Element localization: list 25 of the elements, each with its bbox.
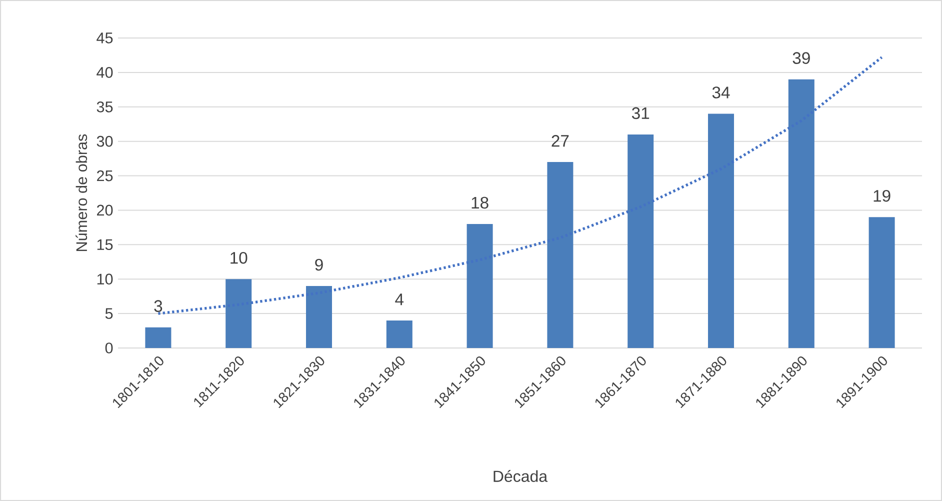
- data-label: 31: [632, 107, 650, 120]
- y-tick-label: 35: [96, 101, 113, 112]
- data-label: 4: [395, 294, 404, 306]
- data-label: 19: [874, 190, 890, 202]
- y-axis-title: Número de obras: [76, 134, 88, 251]
- y-tick-label: 0: [105, 342, 113, 354]
- data-label: 3: [154, 300, 162, 312]
- x-axis-title: Década: [494, 470, 548, 482]
- y-tick-label: 30: [96, 136, 113, 147]
- data-label: 10: [230, 252, 248, 264]
- data-label: 9: [315, 258, 323, 271]
- bar: [868, 217, 895, 348]
- y-tick-label: 25: [97, 170, 113, 182]
- y-tick-label: 5: [105, 308, 113, 319]
- y-tick-label: 40: [96, 67, 113, 78]
- data-label: 39: [792, 52, 810, 64]
- data-label: 34: [712, 86, 730, 98]
- bar: [145, 327, 172, 348]
- y-tick-label: 15: [97, 239, 113, 250]
- data-label: 18: [472, 196, 488, 209]
- y-tick-label: 20: [97, 204, 113, 216]
- data-label: 27: [552, 135, 569, 147]
- bar: [386, 320, 412, 348]
- y-tick-label: 45: [96, 32, 113, 44]
- y-tick-label: 10: [97, 274, 113, 285]
